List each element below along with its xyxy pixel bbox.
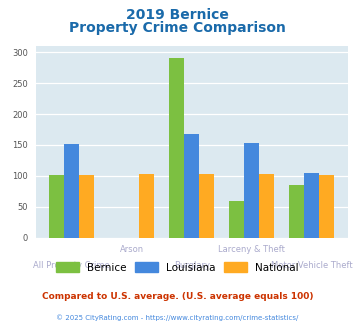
Text: 2019 Bernice: 2019 Bernice (126, 8, 229, 22)
Bar (259, 174, 274, 238)
Legend: Bernice, Louisiana, National: Bernice, Louisiana, National (52, 258, 303, 277)
Bar (244, 143, 259, 238)
Bar (184, 134, 199, 238)
Text: All Property Crime: All Property Crime (33, 261, 110, 270)
Text: Larceny & Theft: Larceny & Theft (218, 245, 285, 254)
Bar (139, 174, 154, 238)
Text: Burglary: Burglary (174, 261, 210, 270)
Text: Motor Vehicle Theft: Motor Vehicle Theft (271, 261, 353, 270)
Bar (289, 185, 304, 238)
Bar (169, 58, 184, 238)
Text: Arson: Arson (120, 245, 144, 254)
Bar (304, 173, 320, 238)
Bar (199, 174, 214, 238)
Bar (64, 144, 79, 238)
Bar (229, 201, 244, 238)
Bar (320, 175, 334, 238)
Bar (49, 175, 64, 238)
Text: © 2025 CityRating.com - https://www.cityrating.com/crime-statistics/: © 2025 CityRating.com - https://www.city… (56, 314, 299, 321)
Bar (79, 175, 94, 238)
Text: Property Crime Comparison: Property Crime Comparison (69, 21, 286, 35)
Text: Compared to U.S. average. (U.S. average equals 100): Compared to U.S. average. (U.S. average … (42, 292, 313, 301)
